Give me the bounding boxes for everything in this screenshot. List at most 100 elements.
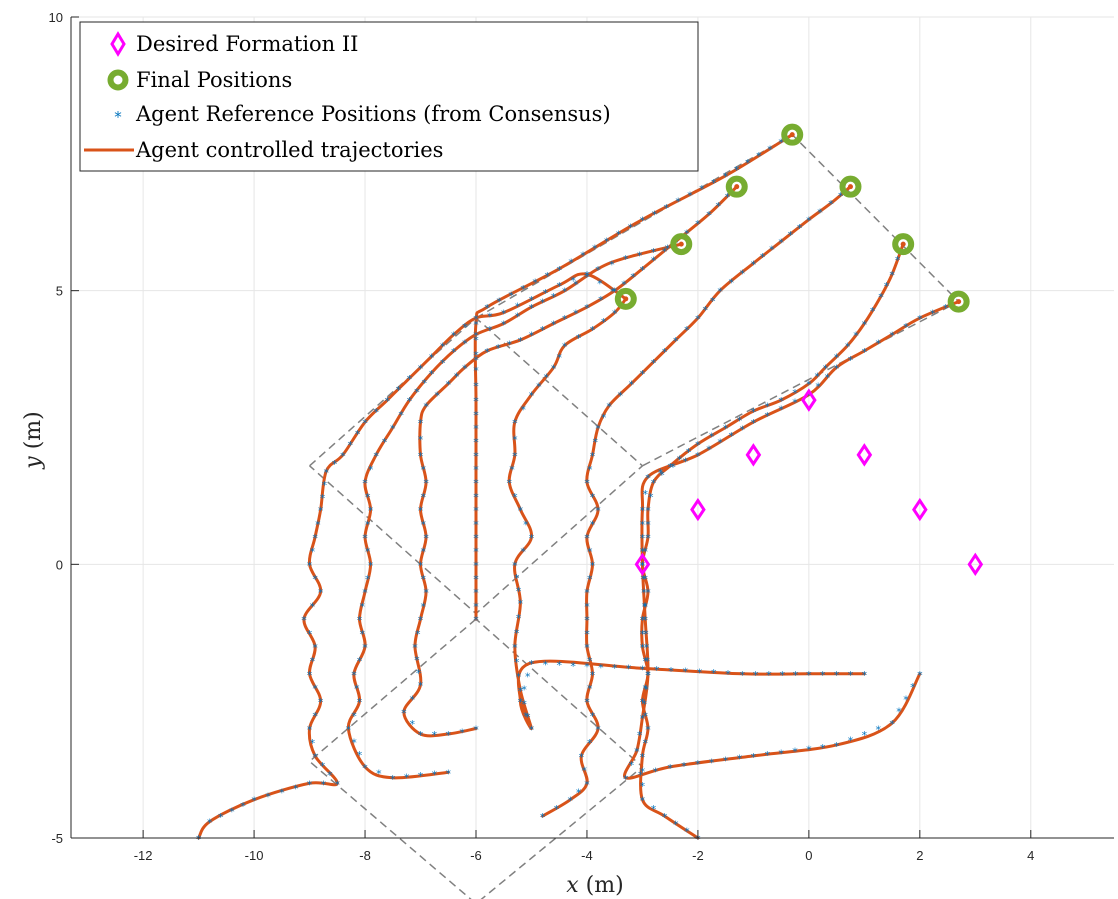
trajectory-line <box>639 242 905 840</box>
reference-point: * <box>641 587 647 600</box>
reference-point: * <box>473 313 479 326</box>
reference-point: * <box>637 729 643 742</box>
reference-point: * <box>312 573 318 586</box>
reference-point: * <box>529 724 535 737</box>
reference-point: * <box>520 403 526 416</box>
reference-point: * <box>584 587 590 600</box>
reference-point: * <box>640 696 646 709</box>
reference-point: * <box>917 669 923 682</box>
reference-point: * <box>251 795 257 808</box>
reference-point: * <box>699 183 705 196</box>
legend-diamond-marker <box>110 31 126 57</box>
reference-point: * <box>668 665 674 678</box>
reference-point: * <box>717 437 723 450</box>
reference-point: * <box>351 710 357 723</box>
y-tick-label: 0 <box>56 557 63 572</box>
reference-point: * <box>792 397 798 410</box>
reference-point: * <box>595 423 601 436</box>
reference-point: * <box>523 710 529 723</box>
reference-point: * <box>751 751 757 764</box>
reference-point: * <box>728 430 734 443</box>
reference-point: * <box>418 505 424 518</box>
reference-point: * <box>518 598 524 611</box>
reference-point: * <box>828 198 834 211</box>
reference-point: * <box>362 641 368 654</box>
reference-point: * <box>357 696 363 709</box>
reference-point: * <box>421 518 427 531</box>
reference-point: * <box>640 641 646 654</box>
reference-point: * <box>662 346 668 359</box>
reference-point: * <box>778 137 784 150</box>
reference-point: * <box>487 324 493 337</box>
legend-label-reference: Agent Reference Positions (from Consensu… <box>135 102 611 126</box>
reference-point: * <box>473 491 479 504</box>
reference-point: * <box>838 190 844 203</box>
reference-point: * <box>315 518 321 531</box>
reference-point: * <box>322 479 328 492</box>
reference-point: * <box>473 364 479 377</box>
reference-point: * <box>416 667 422 680</box>
reference-point: * <box>473 573 479 586</box>
reference-point: * <box>207 817 213 830</box>
reference-point: * <box>710 295 716 308</box>
legend-entry-desired: Desired Formation II <box>110 31 358 57</box>
legend-box <box>79 21 699 172</box>
reference-point: * <box>473 450 479 463</box>
reference-point: * <box>584 269 590 282</box>
desired-position-marker <box>801 388 817 412</box>
reference-point: * <box>604 236 610 249</box>
reference-point: * <box>895 254 901 267</box>
reference-point: * <box>765 410 771 423</box>
reference-point: * <box>451 346 457 359</box>
final-position-marker <box>614 287 637 310</box>
reference-point: * <box>709 431 715 444</box>
reference-point: * <box>845 340 851 353</box>
reference-point: * <box>673 335 679 348</box>
reference-point: * <box>640 264 646 277</box>
reference-point: * <box>584 641 590 654</box>
reference-point: * <box>332 458 338 471</box>
reference-point: * <box>623 253 629 266</box>
reference-point: * <box>473 319 479 332</box>
reference-point: * <box>584 532 590 545</box>
reference-point: * <box>529 658 535 671</box>
reference-point: * <box>751 258 757 271</box>
reference-point: * <box>418 433 424 446</box>
legend-label-trajectories: Agent controlled trajectories <box>135 138 443 162</box>
reference-point: * <box>301 614 307 627</box>
reference-point: * <box>265 791 271 804</box>
reference-point: * <box>793 669 799 682</box>
reference-point: * <box>806 379 812 392</box>
reference-point: * <box>651 803 657 816</box>
reference-point: * <box>725 668 731 681</box>
reference-point: * <box>584 614 590 627</box>
reference-point: * <box>318 505 324 518</box>
reference-point: * <box>515 310 521 323</box>
reference-point: * <box>734 164 740 177</box>
reference-point: * <box>717 286 723 299</box>
reference-point: * <box>357 749 363 762</box>
x-axis-label: x (m) <box>566 873 623 898</box>
reference-point: * <box>640 751 646 764</box>
reference-point: * <box>751 406 757 419</box>
reference-point: * <box>903 693 909 706</box>
reference-point: * <box>429 351 435 364</box>
reference-point: * <box>779 669 785 682</box>
final-position-marker <box>892 233 915 256</box>
reference-point: * <box>525 711 531 724</box>
reference-point: * <box>310 655 316 668</box>
reference-point: * <box>584 302 590 315</box>
reference-point: * <box>357 614 363 627</box>
reference-point: * <box>473 477 479 490</box>
reference-point: * <box>590 559 596 572</box>
reference-point: * <box>218 811 224 824</box>
reference-point: * <box>875 724 881 737</box>
final-position-center <box>623 296 629 302</box>
reference-point: * <box>612 662 618 675</box>
trajectory-line <box>507 297 866 731</box>
reference-point: * <box>568 795 574 808</box>
reference-point: * <box>562 313 568 326</box>
reference-point: * <box>512 491 518 504</box>
reference-point: * <box>848 734 854 747</box>
reference-point: * <box>806 669 812 682</box>
